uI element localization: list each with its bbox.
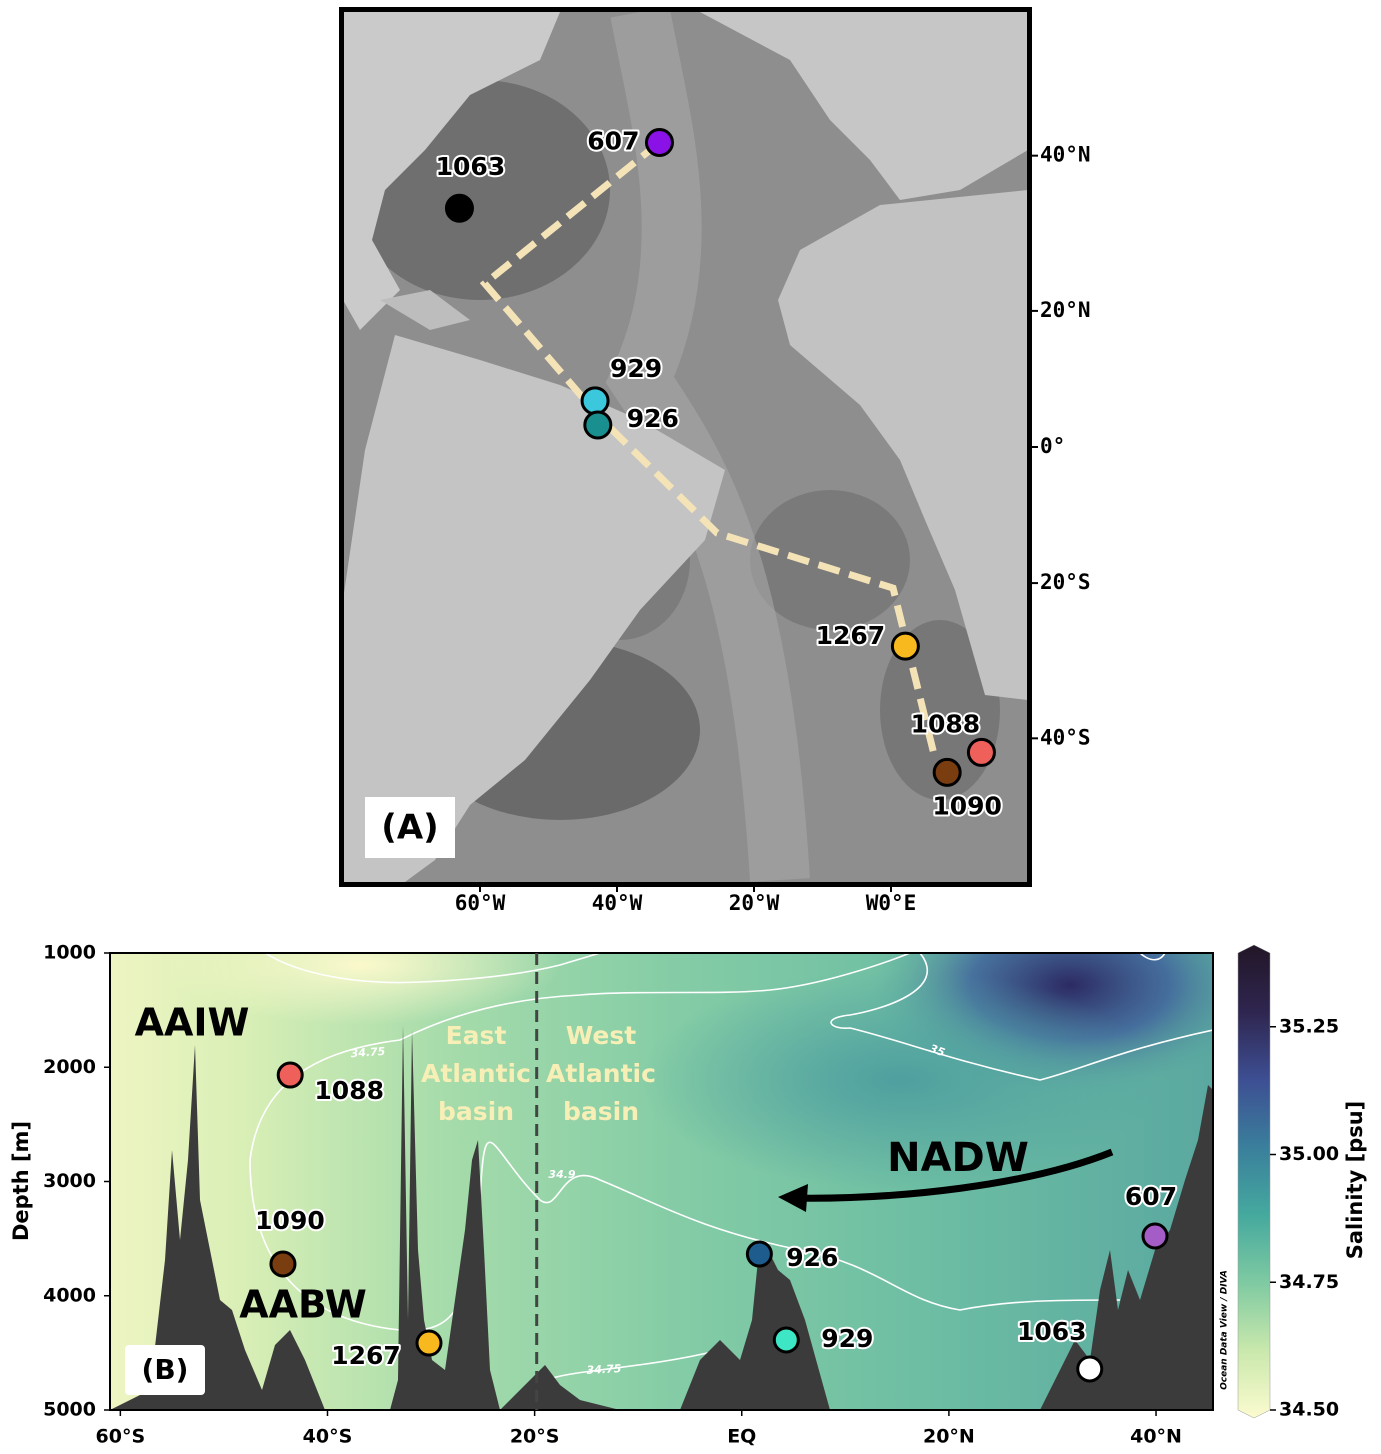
contour-label: 34.9: [548, 1168, 575, 1181]
site-marker: [646, 129, 672, 155]
site-label: 607: [587, 126, 639, 155]
y-tick-label: 3000: [43, 1170, 96, 1192]
site-marker: [892, 633, 918, 659]
x-tick-label: 40°N: [1130, 1426, 1182, 1448]
site-marker: [1143, 1224, 1167, 1248]
site-marker: [968, 739, 994, 765]
x-tick-label: EQ: [727, 1426, 756, 1448]
site-label: 607: [1125, 1182, 1177, 1211]
y-tick-label: 5000: [43, 1399, 96, 1421]
basin-label: basin: [438, 1097, 514, 1126]
x-tick-label: 60°W: [455, 891, 506, 915]
site-label: 929: [821, 1324, 873, 1353]
site-label: 929: [610, 354, 662, 383]
y-tick-label: 1000: [43, 942, 96, 964]
colorbar-tick-label: 34.50: [1279, 1399, 1339, 1421]
x-tick-label: 20°N: [923, 1426, 975, 1448]
y-tick-label: 0°: [1040, 434, 1065, 458]
site-marker: [585, 412, 611, 438]
water-mass-label: NADW: [887, 1135, 1029, 1181]
x-tick-label: W0°E: [866, 891, 917, 915]
panel-label: (B): [142, 1353, 189, 1386]
site-label: 926: [627, 404, 679, 433]
basin-label: Atlantic: [421, 1059, 531, 1088]
panel-label: (A): [381, 808, 438, 848]
map-panel: [342, 10, 1030, 885]
site-marker: [446, 195, 472, 221]
colorbar-tick-label: 35.00: [1279, 1143, 1339, 1165]
basin-label: Atlantic: [546, 1059, 656, 1088]
site-label: 926: [786, 1243, 838, 1272]
site-label: 1088: [911, 709, 981, 738]
y-tick-label: 40°N: [1040, 143, 1091, 167]
colorbar-tick-label: 35.25: [1279, 1015, 1339, 1037]
x-tick-label: 20°W: [729, 891, 780, 915]
colorbar-label: Salinity [psu]: [1343, 1101, 1367, 1260]
site-marker: [934, 759, 960, 785]
site-marker: [417, 1331, 441, 1355]
x-tick-label: 60°S: [96, 1426, 146, 1448]
site-label: 1090: [932, 791, 1002, 820]
site-label: 1063: [436, 152, 506, 181]
salinity-field: [110, 875, 1270, 1410]
site-marker: [278, 1063, 302, 1087]
colorbar-tick-label: 34.75: [1279, 1271, 1339, 1293]
site-marker: [271, 1252, 295, 1276]
y-tick-label: 20°S: [1040, 570, 1091, 594]
site-label: 1088: [314, 1076, 384, 1105]
site-marker: [747, 1242, 771, 1266]
site-label: 1063: [1017, 1317, 1087, 1346]
section-panel: [110, 875, 1270, 1410]
source-label: Ocean Data View / DIVA: [1220, 1270, 1230, 1390]
contour-label: 34.75: [350, 1045, 386, 1060]
y-tick-label: 40°S: [1040, 725, 1091, 749]
map-relief: [343, 12, 1028, 882]
site-marker: [582, 388, 608, 414]
figure: 40°N 20°N 0° 20°S 40°S 60°W 40°W 20°W W0°E 607 106…: [0, 0, 1381, 1450]
colorbar: [1238, 945, 1270, 1418]
basin-label: East: [446, 1021, 507, 1050]
site-label: 1090: [255, 1206, 325, 1235]
x-tick-label: 40°W: [592, 891, 643, 915]
y-axis-label: Depth [m]: [9, 1121, 33, 1241]
y-tick-label: 2000: [43, 1056, 96, 1078]
y-tick-label: 20°N: [1040, 298, 1091, 322]
site-marker: [774, 1328, 798, 1352]
basin-label: West: [566, 1021, 637, 1050]
site-marker: [1078, 1357, 1102, 1381]
water-mass-label: AABW: [239, 1283, 367, 1327]
x-tick-label: 40°S: [303, 1426, 353, 1448]
y-tick-label: 4000: [43, 1284, 96, 1306]
site-label: 1267: [331, 1341, 401, 1370]
site-label: 1267: [816, 621, 886, 650]
x-tick-label: 20°S: [510, 1426, 560, 1448]
water-mass-label: AAIW: [135, 1001, 250, 1045]
basin-label: basin: [563, 1097, 639, 1126]
contour-label: 34.75: [586, 1362, 622, 1377]
